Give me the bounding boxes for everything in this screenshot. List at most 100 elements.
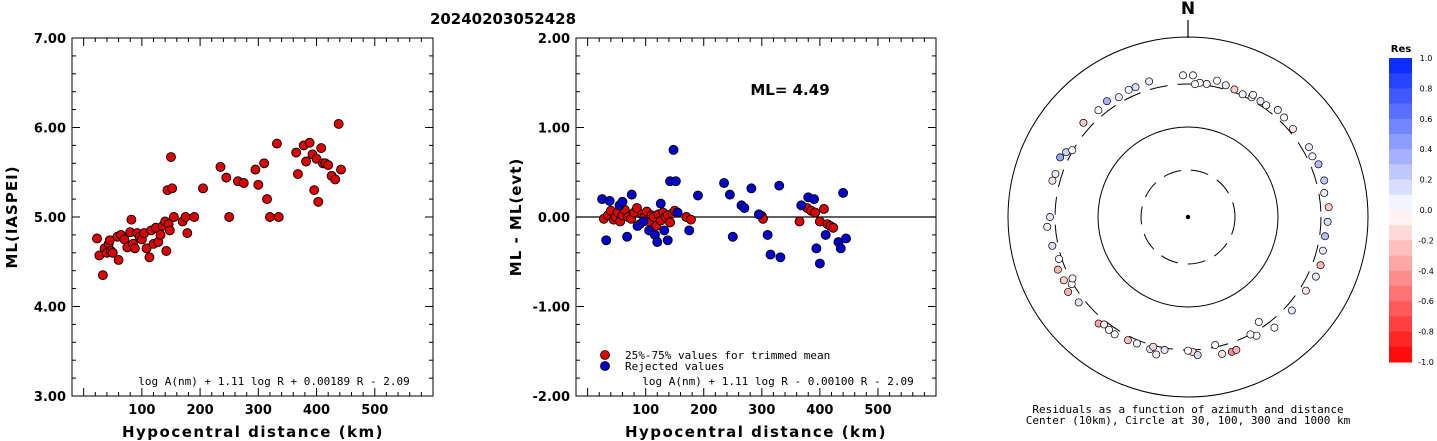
station-marker bbox=[1100, 320, 1109, 329]
station-marker bbox=[1305, 143, 1313, 152]
data-points bbox=[92, 118, 346, 281]
legend-label-trimmed: 25%-75% values for trimmed mean bbox=[625, 349, 830, 362]
station-marker bbox=[1131, 83, 1140, 92]
station-marker bbox=[1184, 346, 1192, 355]
x-tick-labels: 100 200 300 400 500 bbox=[128, 403, 388, 418]
colorbar-labels: 1.0 0.8 0.6 0.4 0.2 0.0 -0.2 -0.4 -0.6 -0.8 -1.0 bbox=[1418, 54, 1434, 367]
y-axis-label: ML - ML(evt) bbox=[507, 158, 525, 276]
circle-30km bbox=[1140, 169, 1236, 265]
y-tick-label: 2.00 bbox=[538, 32, 570, 47]
station-marker bbox=[1191, 80, 1199, 89]
colorbar-cell bbox=[1389, 164, 1412, 181]
data-point bbox=[167, 183, 178, 194]
data-point bbox=[129, 243, 140, 254]
legend: 25%-75% values for trimmed mean Rejected… bbox=[600, 349, 830, 373]
data-point bbox=[838, 187, 849, 198]
data-point bbox=[272, 138, 282, 149]
data-point bbox=[168, 212, 179, 222]
caption-line-2: Center (10km), Circle at 30, 100, 300 an… bbox=[1026, 414, 1351, 427]
data-point bbox=[215, 161, 226, 172]
data-point bbox=[265, 212, 275, 222]
station-marker bbox=[1211, 341, 1220, 349]
data-point bbox=[810, 207, 821, 218]
x-tick-label: 300 bbox=[245, 403, 272, 418]
y-tick-label: -2.00 bbox=[533, 390, 570, 405]
data-point bbox=[617, 196, 628, 207]
data-point bbox=[659, 225, 670, 236]
station-markers bbox=[1043, 71, 1333, 359]
ml-annotation: ML= 4.49 bbox=[750, 81, 829, 99]
data-point bbox=[309, 185, 320, 196]
station-marker bbox=[1124, 85, 1133, 94]
colorbar-cell bbox=[1389, 118, 1412, 135]
data-point bbox=[180, 212, 191, 222]
data-point bbox=[224, 212, 235, 222]
station-marker bbox=[1079, 118, 1088, 127]
station-marker bbox=[1287, 306, 1296, 315]
station-marker bbox=[1249, 90, 1257, 99]
colorbar-cell bbox=[1389, 58, 1412, 74]
station-marker bbox=[1043, 222, 1052, 231]
x-tick-label: 500 bbox=[864, 403, 891, 418]
data-point bbox=[762, 229, 773, 240]
panel-polar: N Residuals as a function of azimuth and… bbox=[1007, 0, 1369, 427]
x-tick-label: 400 bbox=[806, 403, 833, 418]
station-marker bbox=[1256, 97, 1265, 106]
colorbar-cell bbox=[1389, 255, 1412, 272]
station-marker bbox=[1149, 342, 1158, 351]
tick-marks bbox=[576, 37, 936, 397]
data-point bbox=[238, 178, 249, 188]
data-point bbox=[739, 203, 750, 214]
x-tick-label: 100 bbox=[632, 403, 659, 418]
station-marker bbox=[1074, 298, 1083, 307]
station-marker bbox=[1048, 176, 1057, 185]
station-marker bbox=[1314, 160, 1323, 169]
colorbar-cell bbox=[1389, 134, 1412, 150]
data-point bbox=[189, 212, 200, 222]
station-marker bbox=[1316, 261, 1325, 270]
panel-residuals: -2.00 -1.00 0.00 1.00 2.00 100 200 300 400 500 M… bbox=[507, 32, 937, 441]
station-marker bbox=[1193, 351, 1202, 359]
data-point bbox=[182, 228, 193, 239]
station-marker bbox=[1270, 323, 1279, 332]
colorbar-cell bbox=[1389, 194, 1412, 211]
data-point bbox=[809, 194, 820, 205]
data-point bbox=[632, 203, 642, 214]
y-tick-label: 3.00 bbox=[34, 390, 66, 405]
data-point bbox=[221, 172, 232, 183]
x-tick-label: 500 bbox=[361, 403, 388, 418]
data-point bbox=[672, 207, 683, 218]
colorbar-cell bbox=[1389, 103, 1412, 120]
legend-marker-rejected bbox=[600, 361, 610, 371]
data-point bbox=[794, 216, 805, 227]
station-marker bbox=[1318, 246, 1327, 255]
colorbar-tick-label: 0.2 bbox=[1420, 176, 1433, 185]
data-point bbox=[665, 217, 676, 228]
station-marker bbox=[1132, 339, 1141, 348]
station-marker bbox=[1221, 81, 1230, 90]
data-point bbox=[198, 183, 208, 194]
colorbar-cell bbox=[1389, 73, 1412, 89]
colorbar-cell bbox=[1389, 301, 1412, 317]
station-marker bbox=[1102, 97, 1111, 106]
panel-magnitude: 3.00 4.00 5.00 6.00 7.00 100 200 300 400 500 ML(… bbox=[3, 32, 434, 441]
station-marker bbox=[1056, 153, 1065, 162]
station-marker bbox=[1048, 241, 1057, 250]
x-tick-label: 300 bbox=[748, 403, 775, 418]
colorbar-tick-label: 0.4 bbox=[1420, 145, 1433, 154]
data-point bbox=[662, 235, 673, 246]
data-point bbox=[828, 222, 839, 233]
data-point bbox=[814, 258, 825, 269]
data-point bbox=[301, 156, 312, 167]
colorbar-cell bbox=[1389, 225, 1412, 241]
colorbar-cell bbox=[1389, 270, 1412, 287]
data-point bbox=[774, 180, 785, 191]
station-marker bbox=[1160, 346, 1169, 354]
colorbar-cell bbox=[1389, 210, 1412, 226]
event-id-title: 20240203052428 bbox=[430, 10, 576, 28]
data-point bbox=[92, 233, 102, 244]
station-marker bbox=[1320, 189, 1329, 197]
plot-frame bbox=[71, 37, 434, 397]
station-marker bbox=[1055, 254, 1063, 263]
station-marker bbox=[1064, 287, 1073, 296]
